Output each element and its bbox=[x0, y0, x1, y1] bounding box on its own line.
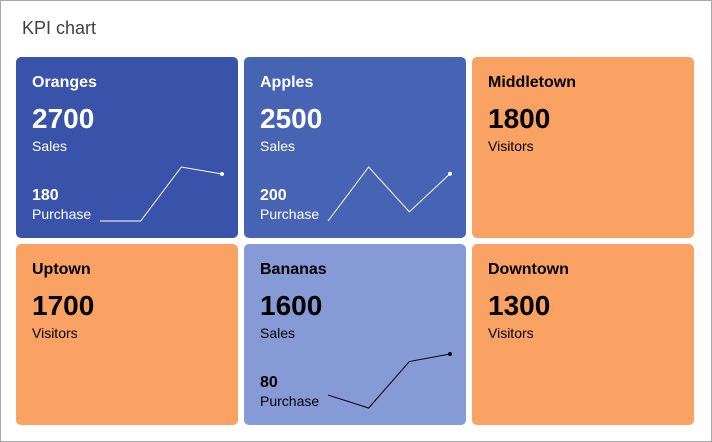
chart-title: KPI chart bbox=[22, 18, 97, 38]
tile-value: 1600 bbox=[260, 290, 323, 321]
kpi-tile-middletown: Middletown 1800 Visitors bbox=[472, 57, 694, 238]
tile-sub-value: 80 bbox=[260, 374, 278, 391]
tile-label: Sales bbox=[260, 138, 296, 154]
kpi-tile-uptown: Uptown 1700 Visitors bbox=[16, 244, 238, 425]
tile-name: Oranges bbox=[32, 74, 97, 91]
tile-name: Middletown bbox=[488, 74, 576, 91]
tile-label: Sales bbox=[32, 138, 68, 154]
tile-value: 2500 bbox=[260, 103, 323, 134]
tile-sub-label: Purchase bbox=[260, 206, 320, 222]
tile-sub-value: 200 bbox=[260, 187, 287, 204]
kpi-tile-apples: Apples 2500 Sales 200 Purchase bbox=[244, 57, 466, 238]
tile-value: 1800 bbox=[488, 103, 551, 134]
kpi-tile-oranges: Oranges 2700 Sales 180 Purchase bbox=[16, 57, 238, 238]
tile-label: Sales bbox=[260, 325, 296, 341]
tile-sub-label: Purchase bbox=[32, 206, 92, 222]
kpi-tile-bananas: Bananas 1600 Sales 80 Purchase bbox=[244, 244, 466, 425]
tile-value: 1700 bbox=[32, 290, 95, 321]
tile-sub-label: Purchase bbox=[260, 393, 320, 409]
tile-name: Uptown bbox=[32, 261, 91, 278]
tile-value: 1300 bbox=[488, 290, 551, 321]
tile-label: Visitors bbox=[488, 138, 534, 154]
tile-value: 2700 bbox=[32, 103, 95, 134]
tile-name: Downtown bbox=[488, 261, 569, 278]
tile-sub-value: 180 bbox=[32, 187, 59, 204]
sparkline-end-point bbox=[448, 171, 452, 176]
tile-name: Bananas bbox=[260, 261, 327, 278]
sparkline-end-point bbox=[220, 172, 224, 177]
sparkline-line bbox=[327, 353, 451, 409]
tile-label: Visitors bbox=[488, 325, 534, 341]
tile-name: Apples bbox=[260, 74, 314, 91]
sparkline-line bbox=[100, 166, 223, 222]
sparkline bbox=[327, 166, 452, 222]
tile-label: Visitors bbox=[32, 325, 78, 341]
sparkline-line bbox=[327, 166, 451, 222]
kpi-tile-downtown: Downtown 1300 Visitors bbox=[472, 244, 694, 425]
sparkline bbox=[100, 166, 224, 222]
sparkline bbox=[327, 352, 452, 409]
sparkline-end-point bbox=[448, 352, 452, 356]
